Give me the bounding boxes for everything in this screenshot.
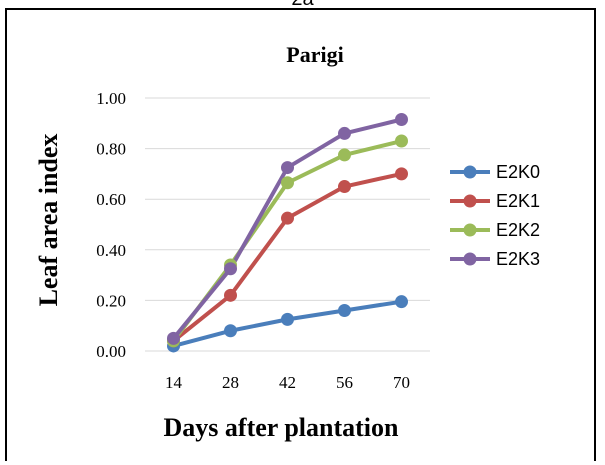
data-point-e2k1 — [338, 180, 351, 194]
data-point-e2k2 — [338, 148, 351, 162]
y-tick-labels: 0.00 0.20 0.40 0.60 0.80 1.00 — [96, 89, 126, 361]
data-point-e2k0 — [281, 312, 294, 326]
data-point-e2k3 — [281, 161, 294, 175]
y-tick-label: 0.20 — [96, 291, 126, 310]
legend-swatch-marker — [463, 165, 477, 179]
legend-label: E2K1 — [496, 191, 540, 211]
x-tick-label: 56 — [336, 373, 353, 392]
legend-swatch-marker — [463, 194, 477, 208]
data-point-e2k3 — [338, 126, 351, 140]
data-point-e2k0 — [338, 304, 351, 318]
data-point-e2k1 — [224, 288, 237, 302]
legend-label: E2K2 — [496, 220, 540, 240]
x-tick-label: 70 — [393, 373, 410, 392]
x-tick-labels: 14 28 42 56 70 — [165, 373, 410, 392]
y-tick-label: 0.80 — [96, 140, 126, 159]
data-point-e2k1 — [395, 167, 408, 181]
data-point-e2k0 — [395, 295, 408, 309]
legend-swatch-marker — [463, 252, 477, 266]
legend-label: E2K0 — [496, 162, 540, 182]
x-tick-label: 14 — [165, 373, 183, 392]
x-tick-label: 42 — [279, 373, 296, 392]
data-point-e2k3 — [395, 113, 408, 127]
panel-label: 2a — [0, 0, 605, 11]
gridlines — [145, 97, 430, 352]
x-tick-label: 28 — [222, 373, 239, 392]
legend: E2K0 E2K1 E2K2 E2K3 — [450, 162, 540, 269]
series-lines — [171, 117, 402, 348]
data-point-e2k2 — [395, 134, 408, 148]
y-tick-label: 0.40 — [96, 241, 126, 260]
series-points — [167, 113, 408, 353]
data-point-e2k3 — [224, 262, 237, 276]
data-point-e2k0 — [224, 324, 237, 338]
y-tick-label: 1.00 — [96, 89, 126, 108]
x-axis-label: Days after plantation — [164, 413, 400, 442]
legend-label: E2K3 — [496, 249, 540, 269]
chart-frame — [5, 8, 596, 461]
data-point-e2k2 — [281, 176, 294, 190]
data-point-e2k1 — [281, 211, 294, 225]
legend-swatch-marker — [463, 223, 477, 237]
chart-title: Parigi — [286, 42, 343, 67]
y-tick-label: 0.00 — [96, 342, 126, 361]
y-tick-label: 0.60 — [96, 190, 126, 209]
y-axis-label: Leaf area index — [34, 134, 63, 307]
data-point-e2k3 — [167, 331, 180, 345]
